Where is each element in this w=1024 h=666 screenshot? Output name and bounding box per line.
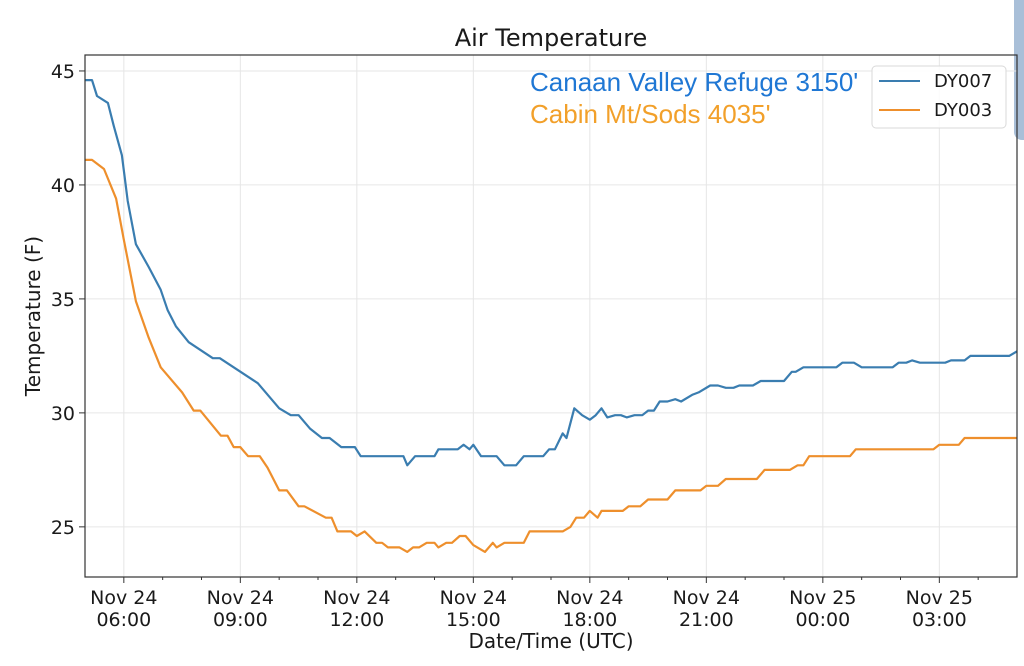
y-tick-label: 40 xyxy=(51,175,75,197)
x-tick-label-date: Nov 24 xyxy=(556,587,623,609)
series-line-DY007 xyxy=(85,78,1018,467)
x-tick-label-time: 00:00 xyxy=(795,609,850,631)
x-tick-label-time: 03:00 xyxy=(912,609,967,631)
legend-label-DY007: DY007 xyxy=(934,71,992,92)
window-edge-tab xyxy=(1014,0,1024,140)
y-tick-label: 25 xyxy=(51,517,75,539)
x-tick-label-time: 15:00 xyxy=(446,609,501,631)
x-tick-label-date: Nov 25 xyxy=(906,587,973,609)
annotation-canaan-valley: Canaan Valley Refuge 3150' xyxy=(530,67,858,97)
x-tick-label-date: Nov 24 xyxy=(207,587,274,609)
x-tick-label-date: Nov 25 xyxy=(789,587,856,609)
x-tick-label-time: 12:00 xyxy=(329,609,384,631)
x-tick-label-date: Nov 24 xyxy=(440,587,507,609)
series-line-DY003 xyxy=(85,158,1017,554)
x-axis-title: Date/Time (UTC) xyxy=(468,629,633,653)
y-tick-label: 35 xyxy=(51,289,75,311)
annotation-cabin-mt: Cabin Mt/Sods 4035' xyxy=(530,99,771,129)
legend-label-DY003: DY003 xyxy=(934,100,992,121)
x-tick-label-time: 21:00 xyxy=(679,609,734,631)
x-tick-label-date: Nov 24 xyxy=(673,587,740,609)
x-tick-label-time: 09:00 xyxy=(213,609,268,631)
x-tick-label-date: Nov 24 xyxy=(90,587,157,609)
y-axis: 25 30 35 40 45 xyxy=(51,61,85,539)
x-tick-label-date: Nov 24 xyxy=(323,587,390,609)
x-tick-label-time: 06:00 xyxy=(96,609,151,631)
grid xyxy=(85,55,1017,577)
plot-frame xyxy=(84,54,1018,578)
chart-title: Air Temperature xyxy=(455,24,648,52)
y-tick-label: 45 xyxy=(51,61,75,83)
series-group xyxy=(85,78,1018,554)
x-tick-label-time: 18:00 xyxy=(562,609,617,631)
y-tick-label: 30 xyxy=(51,403,75,425)
legend: DY007 DY003 xyxy=(871,65,1007,129)
y-axis-title: Temperature (F) xyxy=(21,236,45,397)
